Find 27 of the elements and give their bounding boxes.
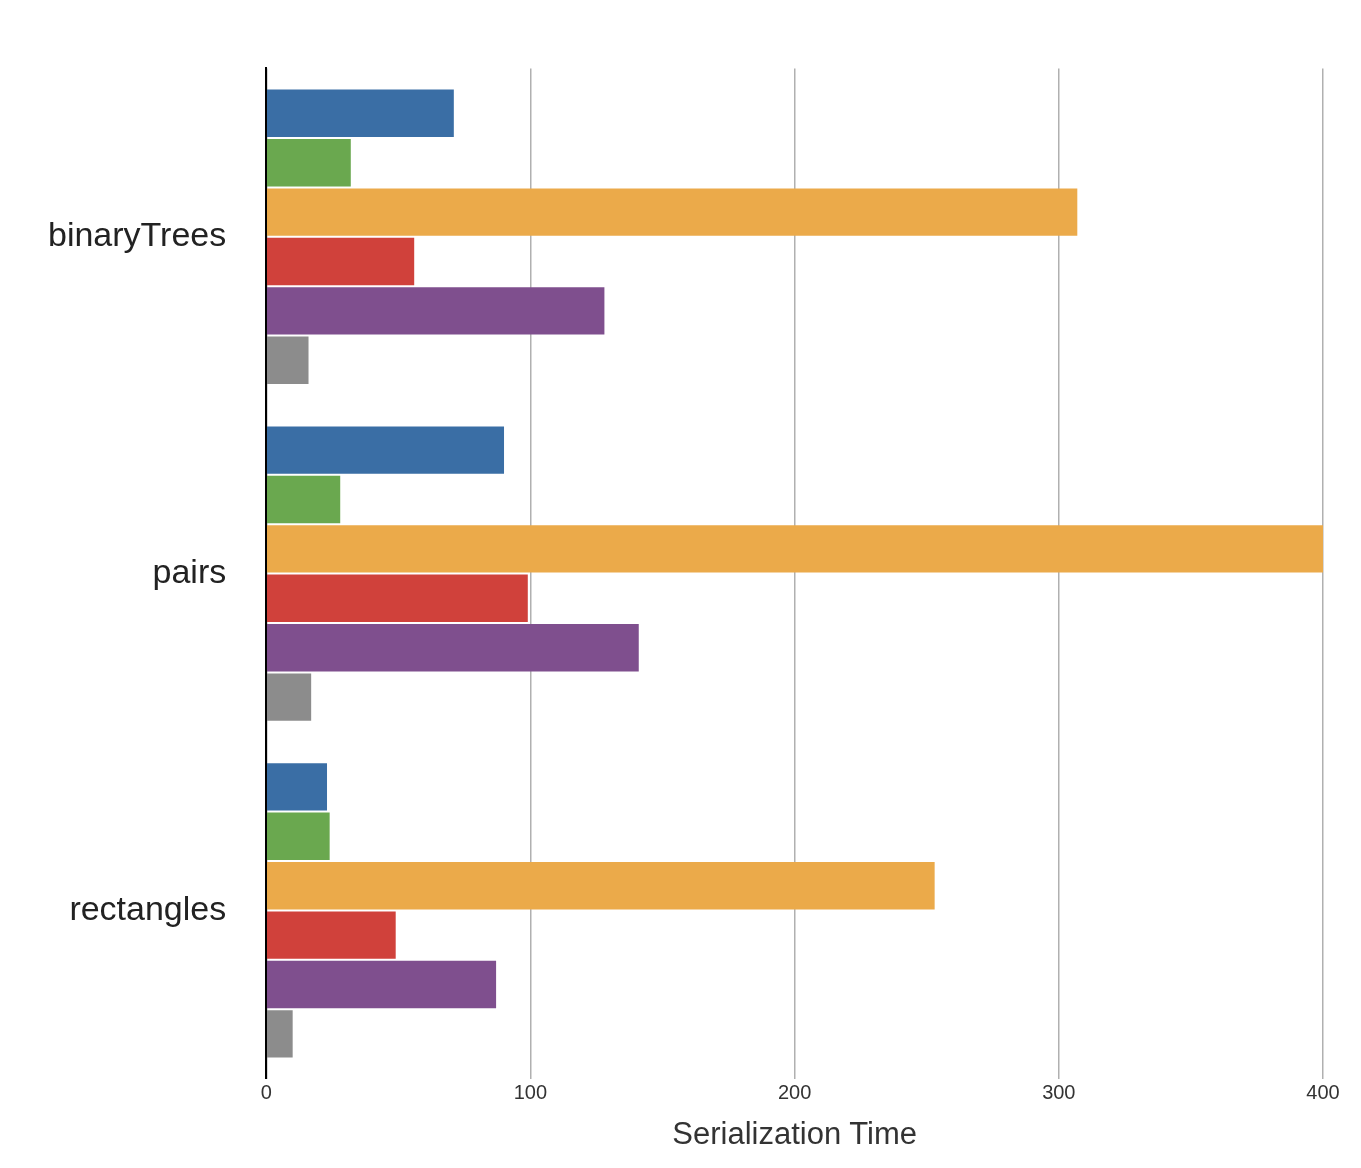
x-tick-label: 400 (1306, 1081, 1340, 1104)
x-tick-label: 100 (513, 1081, 548, 1104)
bar (267, 763, 328, 811)
bar (267, 1010, 293, 1058)
bar (267, 960, 497, 1009)
bar (267, 89, 454, 138)
bar (267, 188, 1078, 236)
bar (267, 237, 415, 286)
bar (267, 673, 312, 721)
bar (267, 287, 605, 335)
bar (267, 426, 505, 474)
y-tick-label: pairs (152, 551, 227, 590)
bar (267, 812, 330, 861)
bar (267, 623, 639, 672)
bar (267, 574, 528, 623)
y-tick-label: binaryTrees (47, 215, 227, 254)
bar (267, 861, 935, 910)
x-tick-label: 300 (1042, 1081, 1076, 1104)
x-axis-title: Serialization Time (672, 1115, 917, 1151)
y-tick-label: rectangles (69, 888, 227, 927)
bar (267, 475, 341, 524)
bar (267, 336, 309, 384)
bar (267, 525, 1323, 573)
bar (267, 911, 396, 959)
x-tick-label: 200 (777, 1081, 812, 1104)
x-tick-label: 0 (260, 1081, 272, 1104)
bar (267, 138, 351, 187)
